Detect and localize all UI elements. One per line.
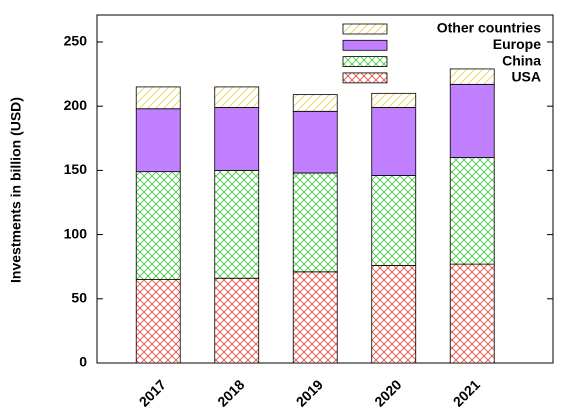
x-tick-label: 2018 [214, 376, 247, 407]
bar-segment [449, 83, 495, 158]
legend-label: Other countries [437, 20, 541, 36]
bar-segment [292, 271, 338, 364]
legend-swatch [342, 72, 388, 84]
x-tick-label: 2020 [371, 376, 404, 407]
x-tick-label: 2019 [293, 376, 326, 407]
bar-segment [214, 86, 260, 108]
bar-segment [292, 172, 338, 273]
bar-segment [371, 265, 417, 364]
bar-segment [449, 157, 495, 265]
legend-label: China [502, 52, 541, 68]
legend-swatch [342, 39, 388, 51]
bar-segment [135, 279, 181, 364]
bar-segment [292, 94, 338, 112]
bar-segment [371, 92, 417, 108]
y-axis-label: Investments in billion (USD) [8, 97, 24, 283]
bar-segment [449, 68, 495, 85]
bar-segment [371, 175, 417, 266]
legend-swatch [342, 56, 388, 67]
bar-segment [135, 86, 181, 110]
y-tick-label: 250 [64, 33, 88, 49]
bar-segment [214, 107, 260, 171]
legend-label: Europe [493, 36, 541, 52]
legend-label: USA [511, 69, 541, 85]
x-tick-label: 2021 [450, 376, 483, 407]
y-tick-label: 200 [64, 97, 88, 113]
y-tick-label: 100 [64, 225, 88, 241]
y-tick-label: 50 [71, 289, 87, 305]
bar-segment [135, 171, 181, 280]
x-tick-label: 2017 [136, 376, 169, 407]
y-tick-label: 0 [79, 354, 87, 370]
bar-segment [371, 107, 417, 176]
bar-segment [449, 263, 495, 364]
bar-segment [135, 108, 181, 173]
bar-segment [214, 277, 260, 364]
y-tick-label: 150 [64, 161, 88, 177]
bar-segment [292, 110, 338, 174]
bar-segment [214, 169, 260, 279]
legend-swatch [342, 23, 388, 35]
